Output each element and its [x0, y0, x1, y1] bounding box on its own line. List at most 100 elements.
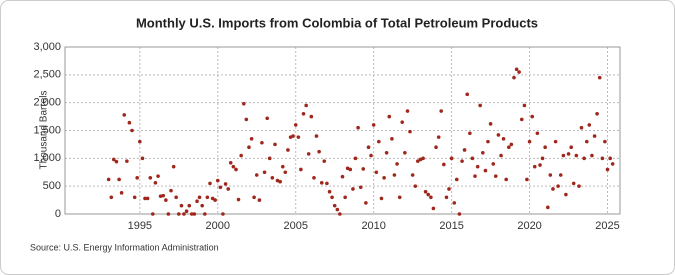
point [519, 117, 524, 122]
point [587, 123, 592, 127]
point [478, 103, 482, 108]
point [566, 152, 571, 156]
point [538, 163, 542, 167]
point [138, 139, 142, 144]
point [278, 179, 282, 184]
x-tick-label: 2015 [439, 220, 463, 232]
point [187, 203, 192, 208]
x-tick-label: 2000 [206, 220, 230, 232]
point [322, 159, 327, 163]
point [415, 159, 420, 163]
y-tick-label: 1,000 [33, 152, 61, 164]
point [114, 159, 119, 164]
point [423, 189, 428, 194]
point [470, 156, 475, 161]
point [379, 196, 384, 201]
point [540, 156, 545, 161]
point [150, 212, 155, 216]
point [317, 149, 321, 154]
point [182, 212, 186, 216]
point [254, 173, 259, 177]
point [242, 101, 246, 106]
point [273, 142, 277, 147]
point [501, 137, 506, 141]
point [400, 120, 405, 124]
point [436, 135, 441, 139]
point [483, 168, 488, 173]
point [234, 167, 238, 172]
point [203, 212, 207, 216]
point [595, 112, 599, 116]
point [387, 114, 392, 119]
point [579, 125, 584, 130]
point [527, 139, 532, 144]
point [301, 112, 306, 116]
point [452, 201, 457, 205]
point [164, 198, 168, 202]
point [493, 174, 498, 178]
point [195, 199, 199, 203]
point [377, 139, 381, 144]
point [325, 181, 329, 186]
point [413, 184, 418, 188]
point [332, 203, 337, 208]
x-tick-label: 2020 [517, 220, 541, 232]
point [546, 205, 550, 210]
point [260, 140, 264, 145]
point [429, 195, 433, 200]
point [140, 156, 145, 161]
point [231, 164, 236, 169]
point [348, 167, 353, 172]
point [582, 156, 586, 161]
point [286, 148, 290, 152]
point [236, 197, 241, 202]
y-axis-label: Thousand Barrels [39, 91, 50, 170]
point [603, 139, 607, 144]
point [358, 185, 363, 190]
y-tick-label: 2,500 [33, 69, 61, 81]
point [213, 198, 217, 202]
point [265, 116, 270, 121]
point [215, 178, 220, 183]
point [410, 173, 415, 177]
y-tick-label: 2,000 [33, 97, 61, 109]
point [179, 203, 184, 208]
point [462, 148, 467, 152]
point [356, 125, 360, 130]
point [434, 145, 438, 149]
point [309, 114, 314, 119]
point [304, 103, 308, 108]
point [314, 134, 319, 138]
point [431, 206, 436, 211]
point [553, 139, 558, 144]
point [262, 170, 267, 175]
point [361, 167, 366, 171]
point [454, 177, 459, 182]
point [584, 139, 589, 144]
point [473, 174, 477, 178]
point [481, 150, 485, 155]
x-tick-label: 2025 [595, 220, 619, 232]
point [532, 164, 537, 169]
point [390, 137, 394, 141]
point [564, 192, 568, 197]
point [442, 162, 446, 167]
point [465, 92, 470, 97]
point [106, 177, 111, 182]
point [338, 212, 342, 216]
point [509, 142, 514, 147]
point [491, 162, 496, 166]
point [319, 181, 324, 185]
point [200, 203, 204, 208]
point [610, 162, 615, 166]
point [403, 150, 407, 155]
point [457, 212, 462, 216]
point [135, 176, 139, 180]
point [395, 162, 399, 166]
point [574, 153, 579, 158]
point [132, 195, 137, 200]
point [608, 156, 612, 161]
point [512, 75, 516, 80]
point [392, 173, 397, 177]
